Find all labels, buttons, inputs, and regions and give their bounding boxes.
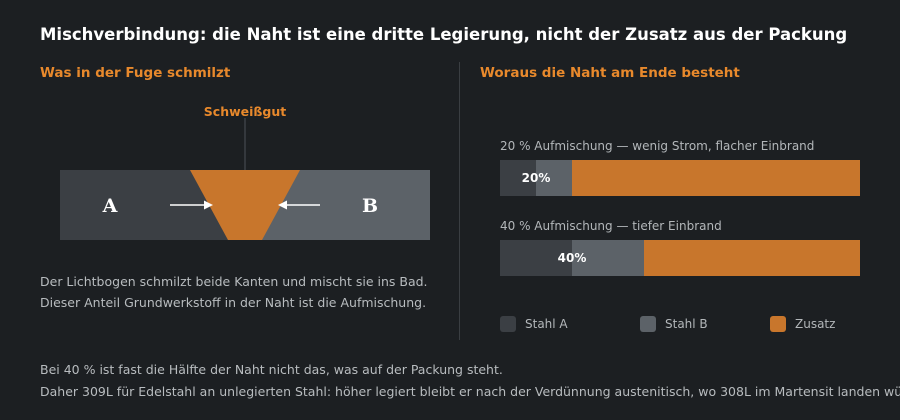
bar-40-zusatz [644,240,860,276]
legend-stahl-a: Stahl A [500,316,568,332]
plate-a-label: A [102,195,118,217]
arrow-right-icon [170,200,213,210]
legend-swatch-zusatz [770,316,786,332]
explanation-line-2: Dieser Anteil Grundwerkstoff in der Naht… [40,295,427,310]
legend-zusatz: Zusatz [770,316,835,332]
bar-label-40: 40 % Aufmischung — tiefer Einbrand [500,219,722,233]
stacked-bar-40: 40% [500,240,860,276]
footer-line-1: Bei 40 % ist fast die Hälfte der Naht ni… [40,362,503,377]
weld-pool [190,170,300,240]
legend-label-zusatz: Zusatz [795,317,836,331]
bar-40-value-label: 40% [557,251,587,265]
legend-swatch-stahl-a [500,316,516,332]
bar-20-stahl-a [500,160,536,196]
legend-swatch-stahl-b [640,316,656,332]
bar-20-stahl-b [536,160,572,196]
page-title: Mischverbindung: die Naht ist eine dritt… [40,25,848,44]
bar-label-20: 20 % Aufmischung — wenig Strom, flacher … [500,139,815,153]
bar-40-stahl-a [500,240,572,276]
weld-joint-diagram: Schweißgut A B [60,104,430,240]
footer-line-2: Daher 309L für Edelstahl an unlegierten … [40,384,900,399]
bar-20-value-label: 20% [521,171,551,185]
bar-40-stahl-b [572,240,644,276]
bar-20-zusatz [572,160,860,196]
legend-label-stahl-b: Stahl B [665,317,708,331]
legend-label-stahl-a: Stahl A [525,317,568,331]
right-section-heading: Woraus die Naht am Ende besteht [480,65,740,81]
plate-b-label: B [362,195,378,217]
weld-label: Schweißgut [204,104,286,119]
arrow-left-icon [278,200,320,210]
legend-stahl-b: Stahl B [640,316,708,332]
column-divider [459,62,460,340]
explanation-line-1: Der Lichtbogen schmilzt beide Kanten und… [40,274,428,289]
left-section-heading: Was in der Fuge schmilzt [40,65,231,81]
stacked-bar-20: 20% [500,160,860,196]
